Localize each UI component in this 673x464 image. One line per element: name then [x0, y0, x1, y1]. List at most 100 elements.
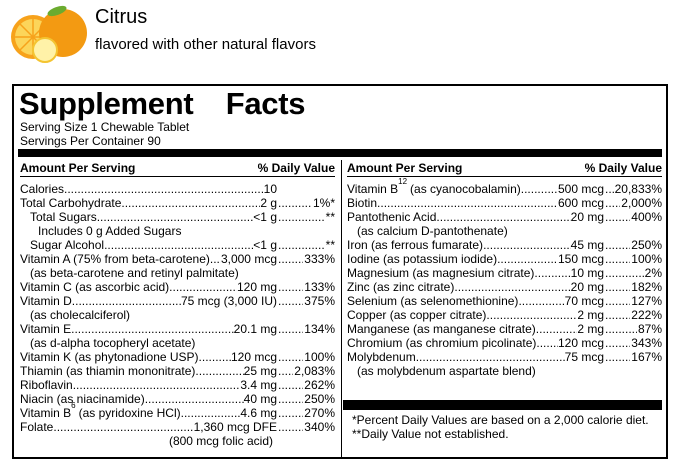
daily-value: 375% [304, 294, 335, 308]
nutrient-row: Sugar Alcohol <1 g ** [20, 238, 335, 252]
nutrient-amount: 2 mg [577, 322, 604, 336]
leader [454, 280, 570, 294]
nutrient-name: Biotin [347, 196, 378, 210]
daily-value-cell: 167% [604, 350, 662, 364]
leader [169, 280, 237, 294]
leader [534, 266, 570, 280]
facts-panel: Supplement Facts Serving Size 1 Chewable… [12, 84, 668, 459]
nutrient-amount: 75 mcg (3,000 IU) [180, 294, 277, 308]
leader [195, 364, 243, 378]
nutrient-row: (as molybdenum aspartate blend) [347, 364, 662, 378]
daily-value: 2% [644, 266, 662, 280]
nutrient-subscript: 6 [71, 401, 76, 410]
leader [604, 294, 630, 308]
leader [604, 210, 630, 224]
leader [199, 350, 231, 364]
leader [604, 266, 644, 280]
nutrient-name: Total Carbohydrate [20, 196, 122, 210]
daily-value: 167% [631, 350, 662, 364]
flavor-title: Citrus [95, 6, 148, 28]
daily-value-cell: ** [277, 238, 335, 252]
leader [377, 196, 558, 210]
nutrient-row: Vitamin B12(as cyanocobalamin) 500 mcg 20,… [347, 177, 662, 197]
daily-value: 134% [304, 322, 335, 336]
leader [604, 196, 620, 210]
daily-value: 400% [631, 210, 662, 224]
left-column: Calories10Total Carbohydrate2 g1%*Total … [20, 182, 335, 448]
leader [277, 294, 303, 308]
leader [604, 280, 630, 294]
daily-value: 133% [304, 280, 335, 294]
nutrient-name: Iron (as ferrous fumarate) [347, 238, 484, 252]
nutrient-name: Iodine (as potassium iodide) [347, 252, 498, 266]
nutrient-amount: 600 mcg [557, 196, 604, 210]
nutrient-row: Includes 0 g Added Sugars [20, 224, 335, 238]
leader [277, 322, 303, 336]
leader [277, 350, 303, 364]
daily-value-cell: 343% [604, 336, 662, 350]
daily-value-cell: 2,083% [277, 364, 335, 378]
nutrient-row: Niacin (as niacinamide) 40 mg 250% [20, 392, 335, 406]
nutrient-name: Copper (as copper citrate) [347, 308, 487, 322]
nutrient-name: Vitamin B [347, 182, 399, 196]
leader [277, 406, 303, 420]
servings-per-container: Servings Per Container 90 [20, 134, 161, 148]
nutrient-name: Vitamin A (75% from beta-carotene) [20, 252, 210, 266]
daily-value-cell [277, 182, 335, 196]
daily-value: 127% [631, 294, 662, 308]
leader [210, 252, 221, 266]
leader [277, 364, 293, 378]
nutrient-amount: 3.4 mg [240, 378, 277, 392]
leader [277, 378, 303, 392]
leader [277, 196, 312, 210]
daily-value: 87% [637, 322, 662, 336]
nutrient-subscript: 12 [398, 177, 408, 186]
daily-value: 250% [304, 392, 335, 406]
nutrient-amount: 120 mg [236, 280, 277, 294]
nutrient-amount: 45 mg [570, 238, 604, 252]
nutrient-name: Chromium (as chromium picolinate) [347, 336, 537, 350]
column-header: Amount Per Serving % Daily Value [347, 160, 662, 177]
daily-value: ** [325, 210, 335, 224]
leader [104, 238, 253, 252]
daily-value-cell: 134% [277, 322, 335, 336]
daily-value-cell: 375% [277, 294, 335, 308]
nutrient-row: Manganese (as manganese citrate) 2 mg 87% [347, 322, 662, 336]
footnotes: *Percent Daily Values are based on a 2,0… [352, 413, 649, 441]
nutrient-row: Copper (as copper citrate) 2 mg 222% [347, 308, 662, 322]
nutrient-name: Vitamin B [20, 406, 72, 420]
column-divider [341, 160, 342, 457]
nutrient-row: Calories 10 [20, 182, 335, 196]
nutrient-row: Molybdenum 75 mcg 167% [347, 350, 662, 364]
thick-rule [343, 400, 662, 410]
daily-value: 2,000% [621, 196, 662, 210]
daily-value-cell: 250% [604, 238, 662, 252]
nutrient-amount: 120 mcg [557, 336, 604, 350]
nutrient-amount: 40 mg [243, 392, 277, 406]
amount-header: Amount Per Serving [347, 161, 463, 175]
leader [416, 350, 565, 364]
nutrient-name: Zinc (as zinc citrate) [347, 280, 455, 294]
nutrient-row: Iodine (as potassium iodide) 150 mcg 100% [347, 252, 662, 266]
column-header: Amount Per Serving % Daily Value [20, 160, 335, 177]
daily-value-cell: 133% [277, 280, 335, 294]
nutrient-amount: 25 mg [243, 364, 277, 378]
daily-value-cell: 100% [277, 350, 335, 364]
daily-value: 1%* [312, 196, 335, 210]
leader [486, 308, 577, 322]
daily-value: 343% [631, 336, 662, 350]
daily-value: 100% [631, 252, 662, 266]
nutrient-amount: 20 mg [570, 210, 604, 224]
daily-value: 340% [304, 420, 335, 434]
footnote: *Percent Daily Values are based on a 2,0… [352, 413, 649, 427]
nutrient-amount: 1,360 mcg DFE [193, 420, 277, 434]
nutrient-name: Riboflavin [20, 378, 73, 392]
daily-value-cell: 182% [604, 280, 662, 294]
daily-value-cell: 127% [604, 294, 662, 308]
daily-value-cell: 262% [277, 378, 335, 392]
leader [121, 196, 260, 210]
nutrient-name: Sugar Alcohol [30, 238, 105, 252]
nutrient-note: (as d-alpha tocopheryl acetate) [30, 336, 196, 350]
nutrient-note: (as beta-carotene and retinyl palmitate) [30, 266, 239, 280]
